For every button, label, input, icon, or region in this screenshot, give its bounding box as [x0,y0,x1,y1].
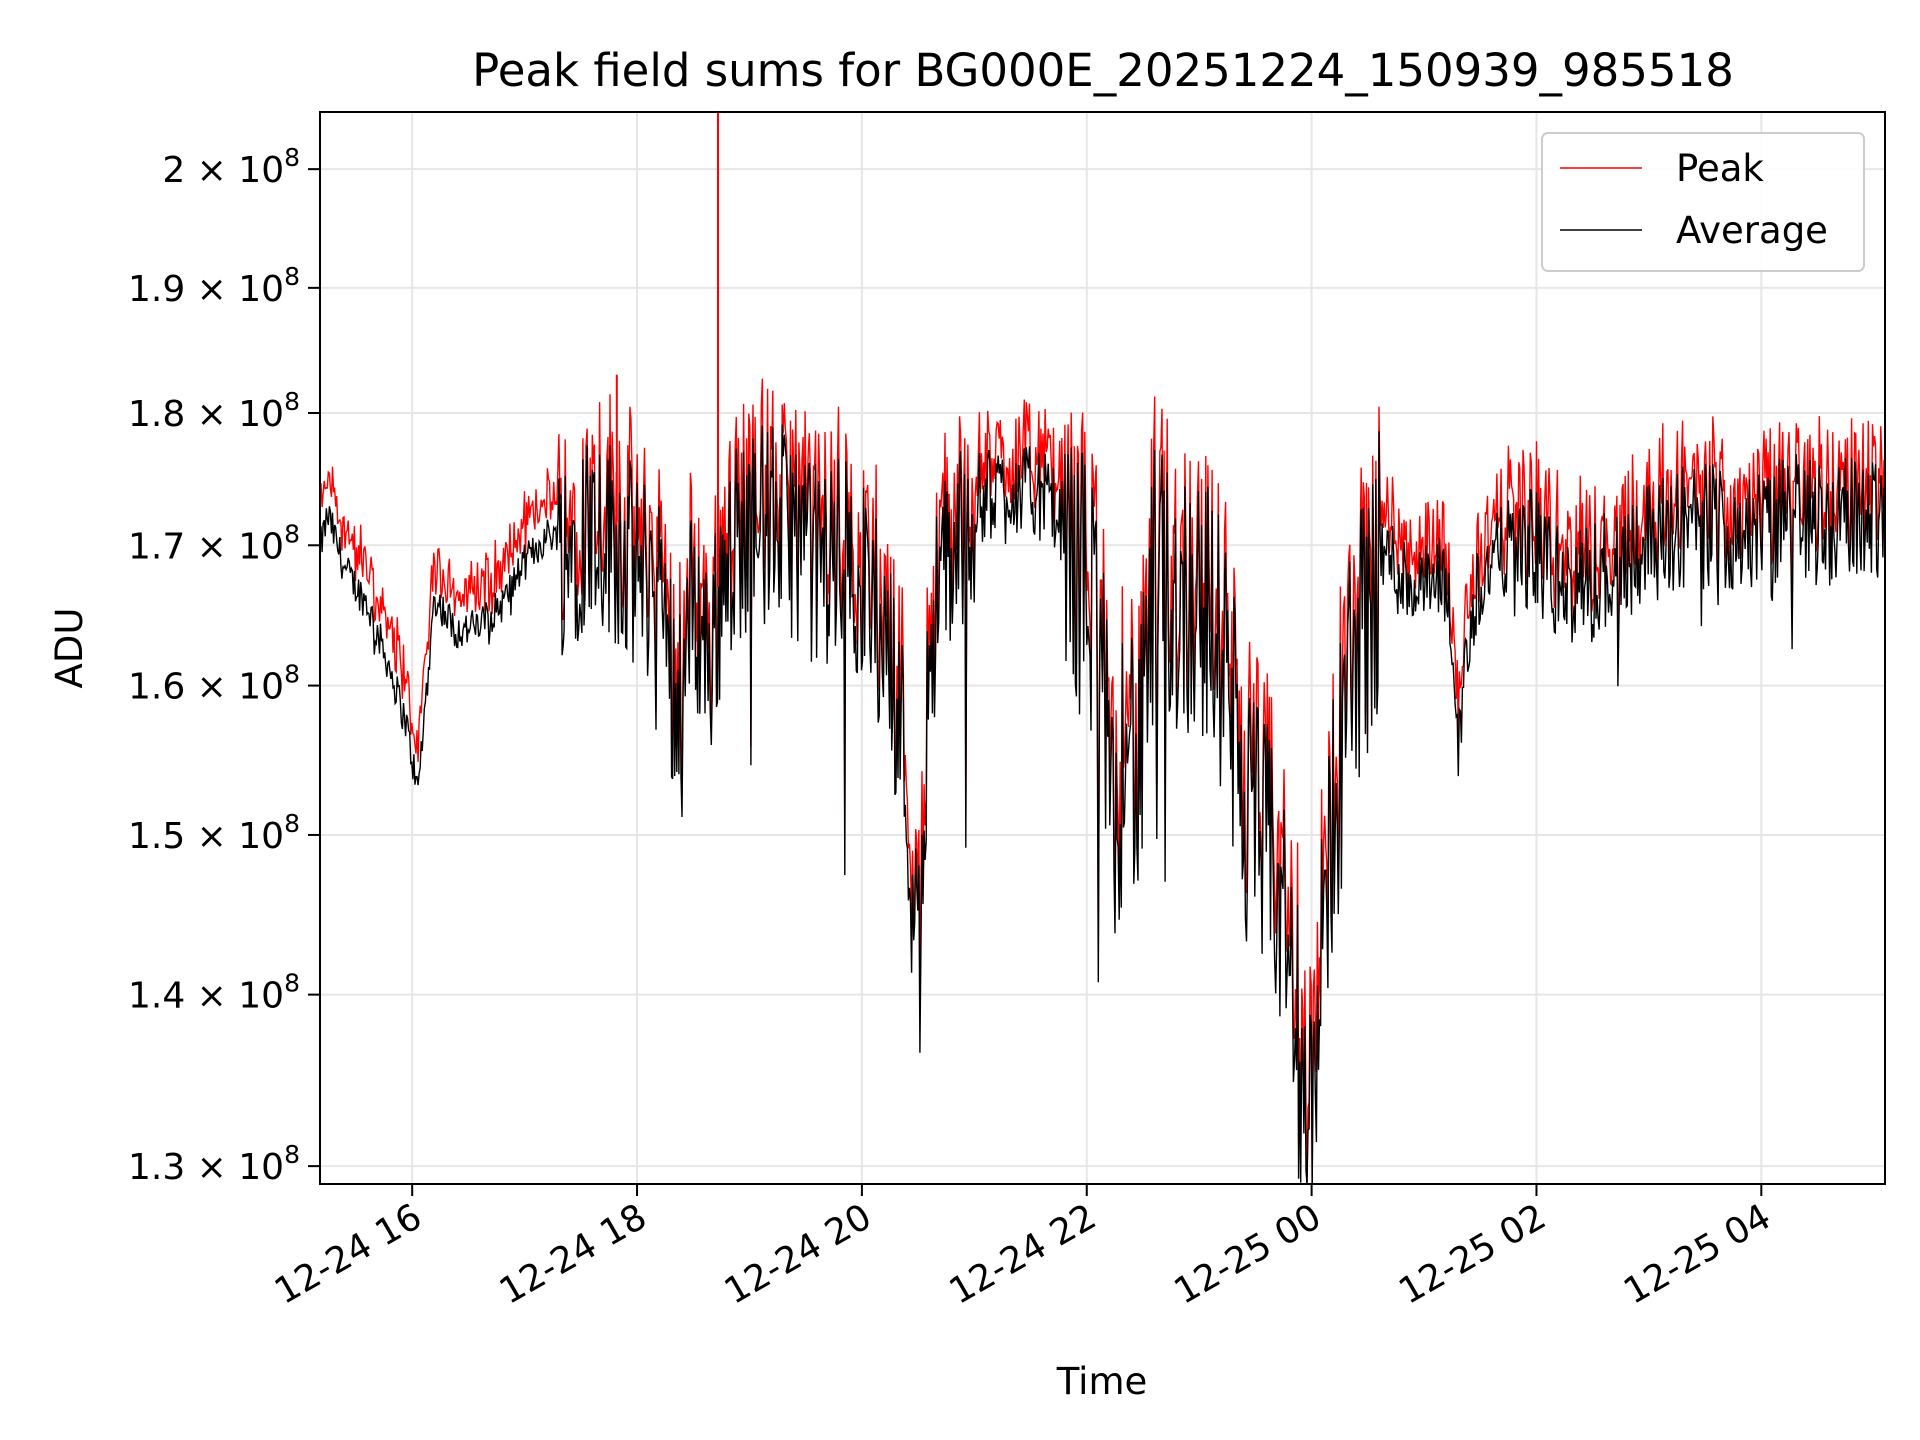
x-axis-label: Time [1056,1360,1148,1403]
y-tick-label-7: 2 × 108 [162,143,300,191]
legend: Peak Average [1541,132,1865,272]
y-tick-label-4: 1.7 × 108 [128,519,300,567]
series-line-average [319,424,1886,1185]
y-tick-label-1: 1.4 × 108 [128,969,300,1017]
y-tick-label-6: 1.9 × 108 [128,262,300,310]
y-tick-label-2: 1.5 × 108 [128,809,300,857]
legend-label-average: Average [1676,209,1828,252]
chart-title: Peak field sums for BG000E_20251224_1509… [472,44,1734,97]
y-axis-label: ADU [48,608,91,689]
y-tick-label-5: 1.8 × 108 [128,387,300,435]
legend-label-peak: Peak [1676,147,1764,190]
y-tick-label-0: 1.3 × 108 [128,1140,300,1188]
series-area [319,112,1886,1185]
y-tick-label-3: 1.6 × 108 [128,660,300,708]
y-axis: 1.3 × 108 1.4 × 108 1.5 × 108 1.6 × 108 1.7 … [128,143,320,1188]
plot-frame [319,111,1886,1185]
